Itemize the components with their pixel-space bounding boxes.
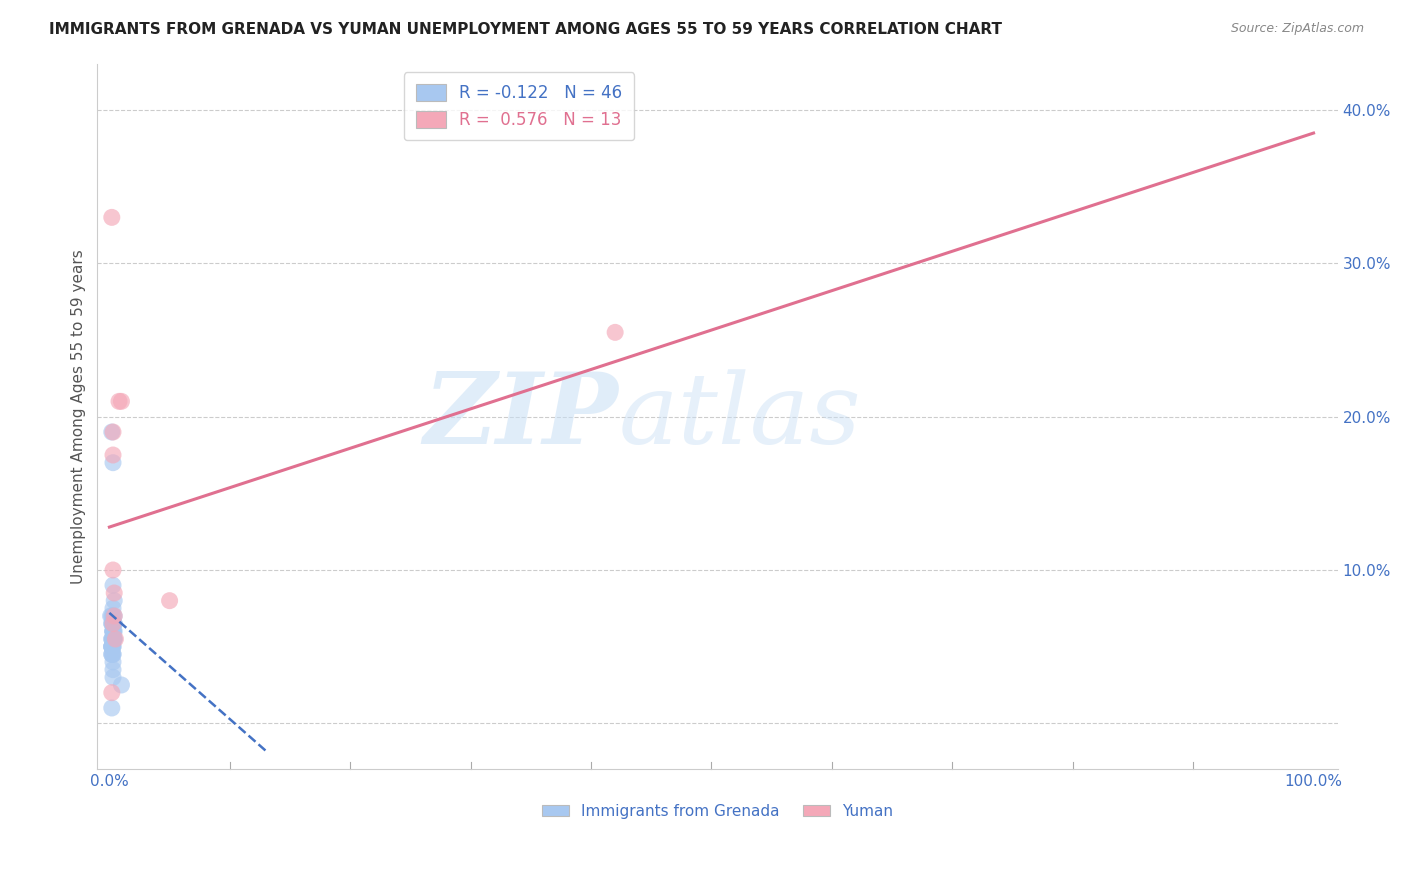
Point	[101, 663, 124, 677]
Point	[101, 616, 124, 631]
Point	[103, 632, 125, 646]
Point	[101, 624, 124, 639]
Point	[101, 601, 124, 615]
Point	[101, 648, 124, 662]
Point	[101, 616, 124, 631]
Point	[101, 648, 124, 662]
Point	[101, 632, 124, 646]
Point	[103, 632, 125, 646]
Text: atlas: atlas	[619, 369, 860, 465]
Point	[103, 593, 125, 607]
Point	[101, 632, 124, 646]
Legend: Immigrants from Grenada, Yuman: Immigrants from Grenada, Yuman	[536, 798, 900, 825]
Point	[101, 655, 124, 669]
Point	[101, 624, 124, 639]
Point	[101, 624, 124, 639]
Text: ZIP: ZIP	[423, 368, 619, 465]
Point	[101, 640, 124, 654]
Point	[101, 701, 124, 715]
Y-axis label: Unemployment Among Ages 55 to 59 years: Unemployment Among Ages 55 to 59 years	[72, 249, 86, 584]
Point	[101, 563, 124, 577]
Point	[101, 632, 124, 646]
Point	[101, 448, 124, 462]
Point	[159, 593, 181, 607]
Point	[103, 609, 125, 624]
Point	[101, 624, 124, 639]
Point	[101, 624, 124, 639]
Point	[101, 632, 124, 646]
Point	[101, 456, 124, 470]
Point	[101, 640, 124, 654]
Point	[605, 326, 627, 340]
Point	[110, 678, 132, 692]
Point	[103, 616, 125, 631]
Point	[101, 640, 124, 654]
Point	[101, 648, 124, 662]
Point	[101, 425, 124, 439]
Point	[110, 394, 132, 409]
Point	[101, 686, 124, 700]
Point	[101, 632, 124, 646]
Point	[101, 616, 124, 631]
Point	[101, 670, 124, 684]
Point	[108, 394, 131, 409]
Text: Source: ZipAtlas.com: Source: ZipAtlas.com	[1230, 22, 1364, 36]
Point	[101, 616, 124, 631]
Point	[101, 609, 124, 624]
Text: IMMIGRANTS FROM GRENADA VS YUMAN UNEMPLOYMENT AMONG AGES 55 TO 59 YEARS CORRELAT: IMMIGRANTS FROM GRENADA VS YUMAN UNEMPLO…	[49, 22, 1002, 37]
Point	[101, 640, 124, 654]
Point	[103, 616, 125, 631]
Point	[103, 609, 125, 624]
Point	[101, 578, 124, 592]
Point	[101, 648, 124, 662]
Point	[104, 632, 127, 646]
Point	[100, 609, 122, 624]
Point	[103, 624, 125, 639]
Point	[101, 632, 124, 646]
Point	[101, 616, 124, 631]
Point	[101, 632, 124, 646]
Point	[103, 586, 125, 600]
Point	[101, 640, 124, 654]
Point	[101, 640, 124, 654]
Point	[101, 211, 124, 225]
Point	[101, 609, 124, 624]
Point	[101, 616, 124, 631]
Point	[101, 425, 124, 439]
